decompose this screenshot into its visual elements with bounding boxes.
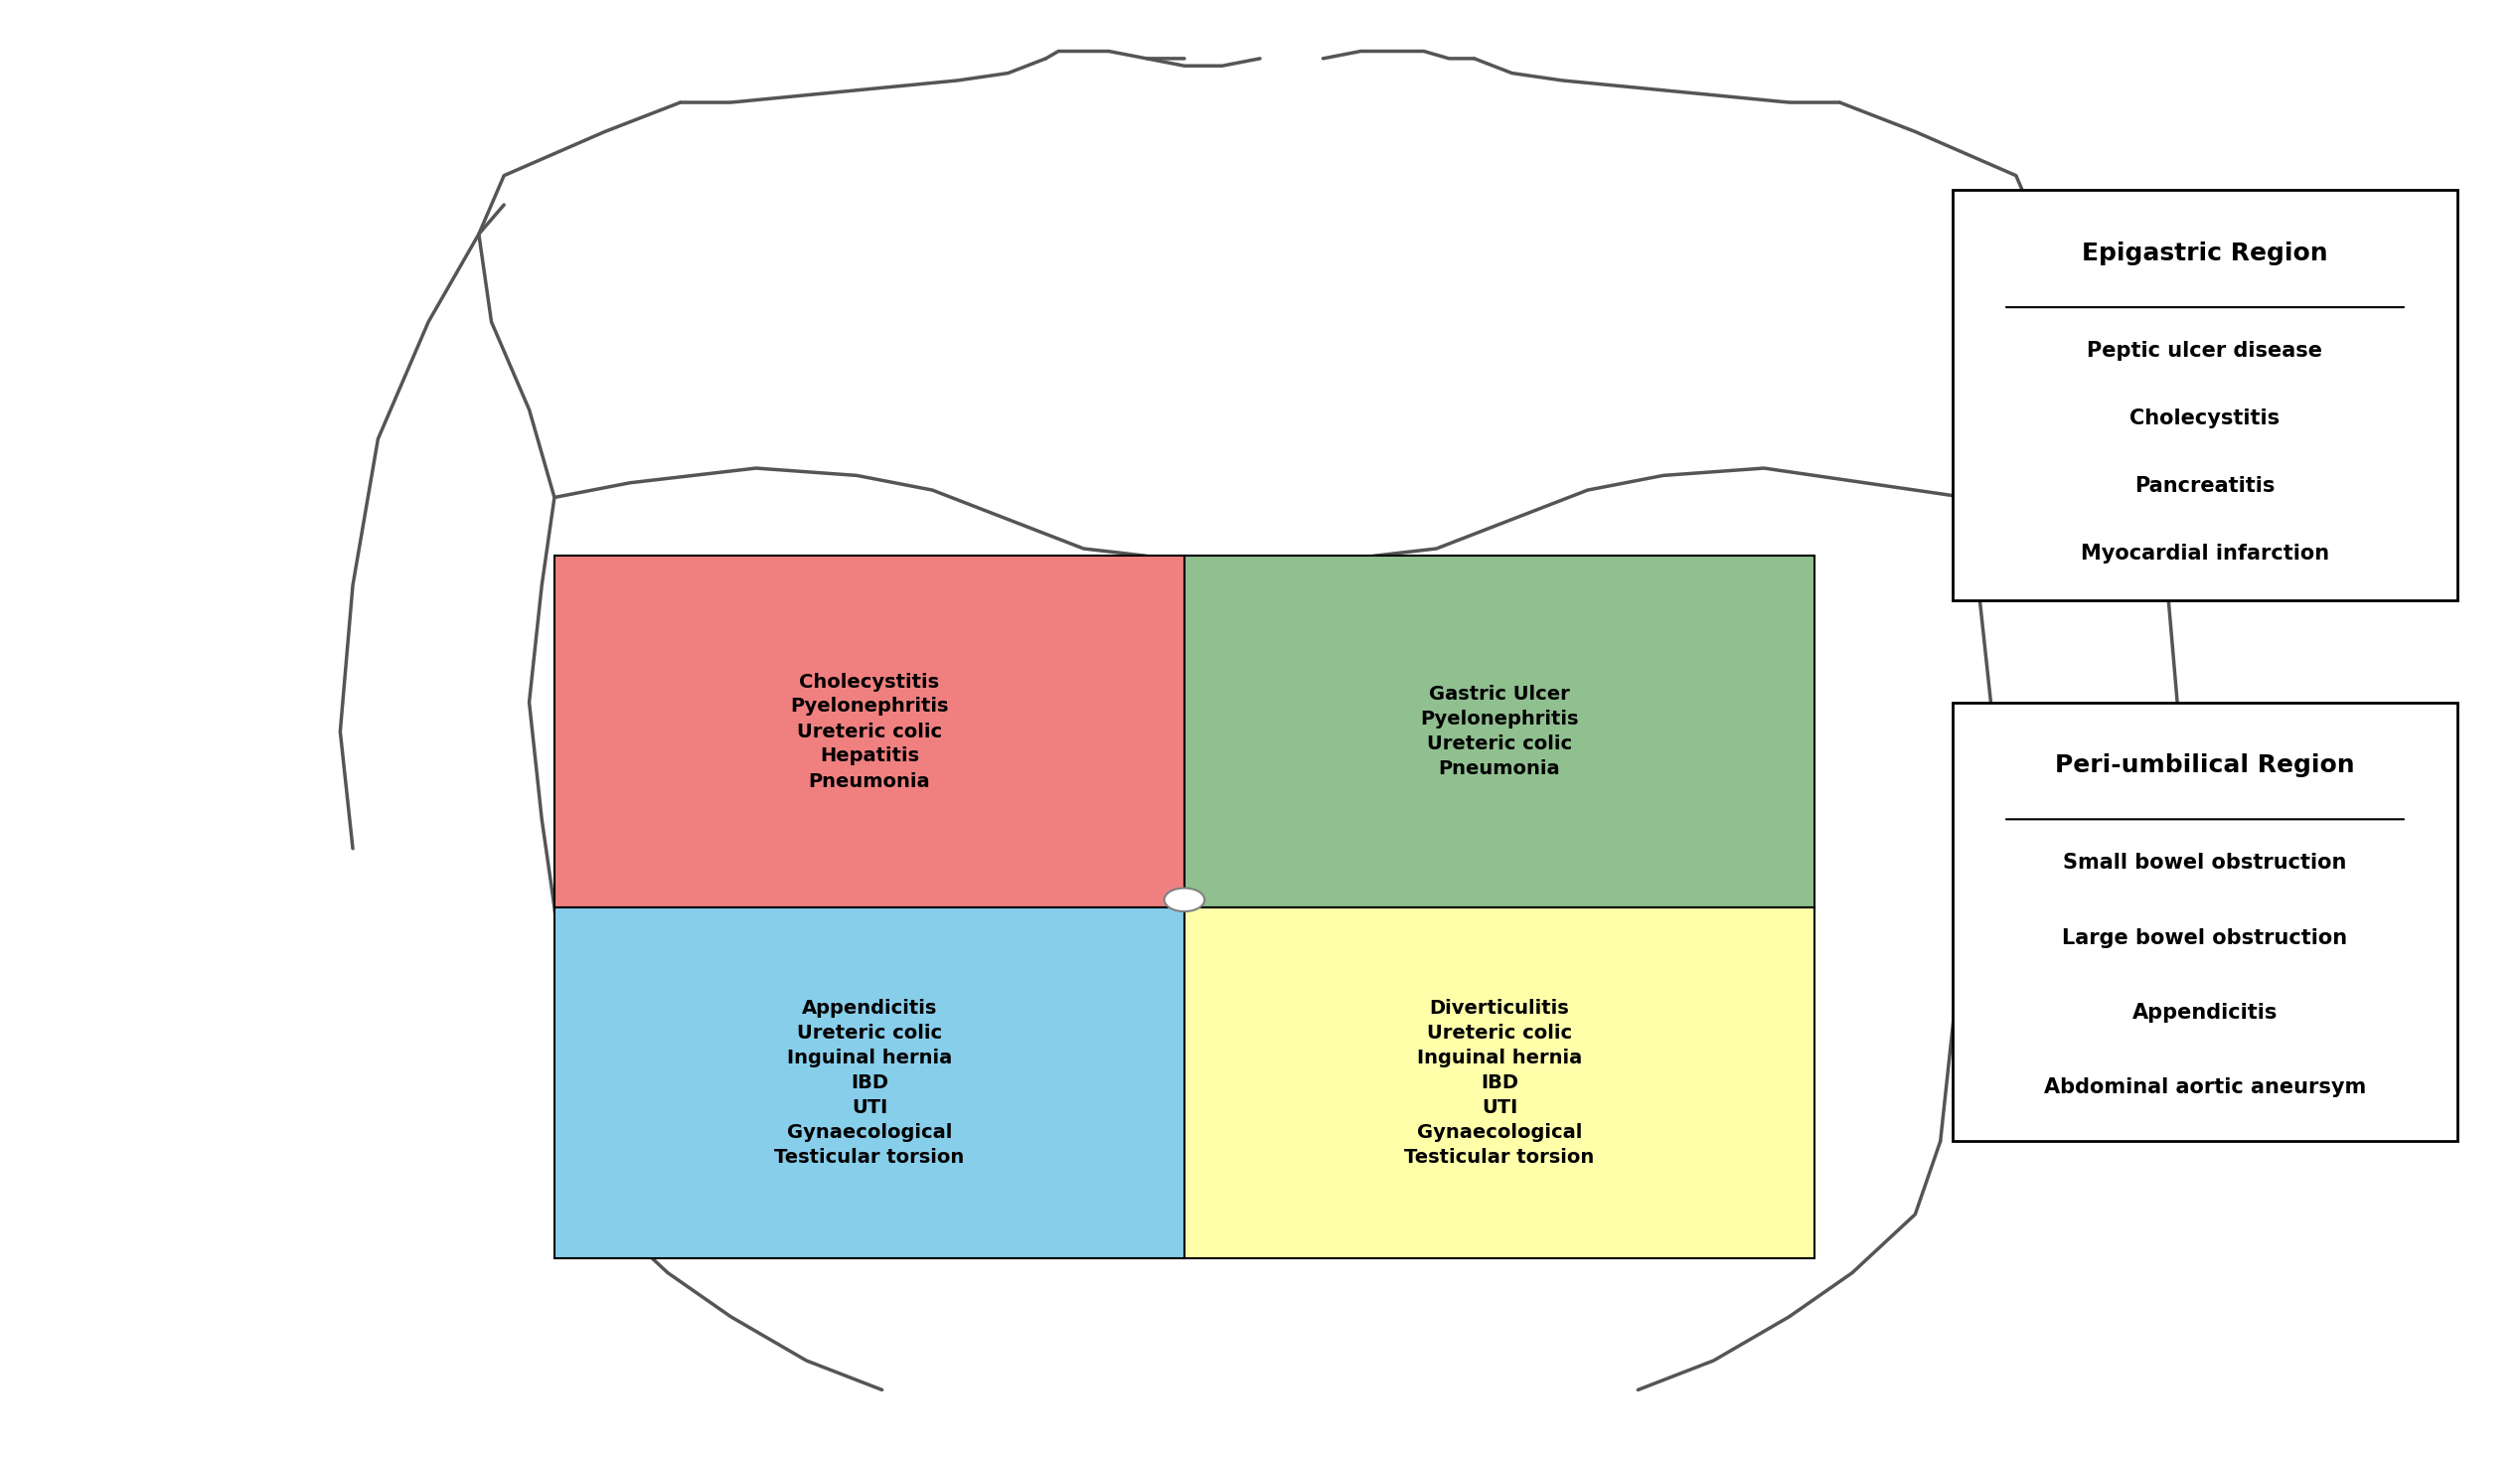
Text: Peri-umbilical Region: Peri-umbilical Region <box>2056 753 2354 777</box>
Text: Small bowel obstruction: Small bowel obstruction <box>2064 853 2346 873</box>
FancyBboxPatch shape <box>1184 556 1814 907</box>
Text: Cholecystitis: Cholecystitis <box>2129 408 2281 429</box>
Text: Pancreatitis: Pancreatitis <box>2134 477 2276 496</box>
Text: Diverticulitis
Ureteric colic
Inguinal hernia
IBD
UTI
Gynaecological
Testicular : Diverticulitis Ureteric colic Inguinal h… <box>1404 999 1595 1166</box>
Text: Peptic ulcer disease: Peptic ulcer disease <box>2087 341 2323 361</box>
FancyBboxPatch shape <box>1953 702 2457 1141</box>
Text: Myocardial infarction: Myocardial infarction <box>2082 544 2328 563</box>
Circle shape <box>1164 888 1205 911</box>
FancyBboxPatch shape <box>554 907 1184 1258</box>
FancyBboxPatch shape <box>554 556 1184 907</box>
Text: Abdominal aortic aneursym: Abdominal aortic aneursym <box>2044 1078 2366 1097</box>
Text: Appendicitis: Appendicitis <box>2132 1004 2278 1023</box>
Text: Appendicitis
Ureteric colic
Inguinal hernia
IBD
UTI
Gynaecological
Testicular to: Appendicitis Ureteric colic Inguinal her… <box>774 999 965 1166</box>
FancyBboxPatch shape <box>1184 907 1814 1258</box>
FancyBboxPatch shape <box>1953 190 2457 600</box>
Text: Cholecystitis
Pyelonephritis
Ureteric colic
Hepatitis
Pneumonia: Cholecystitis Pyelonephritis Ureteric co… <box>791 673 948 790</box>
Text: Large bowel obstruction: Large bowel obstruction <box>2061 928 2349 948</box>
Text: Epigastric Region: Epigastric Region <box>2082 241 2328 265</box>
Text: Gastric Ulcer
Pyelonephritis
Ureteric colic
Pneumonia: Gastric Ulcer Pyelonephritis Ureteric co… <box>1421 685 1578 778</box>
